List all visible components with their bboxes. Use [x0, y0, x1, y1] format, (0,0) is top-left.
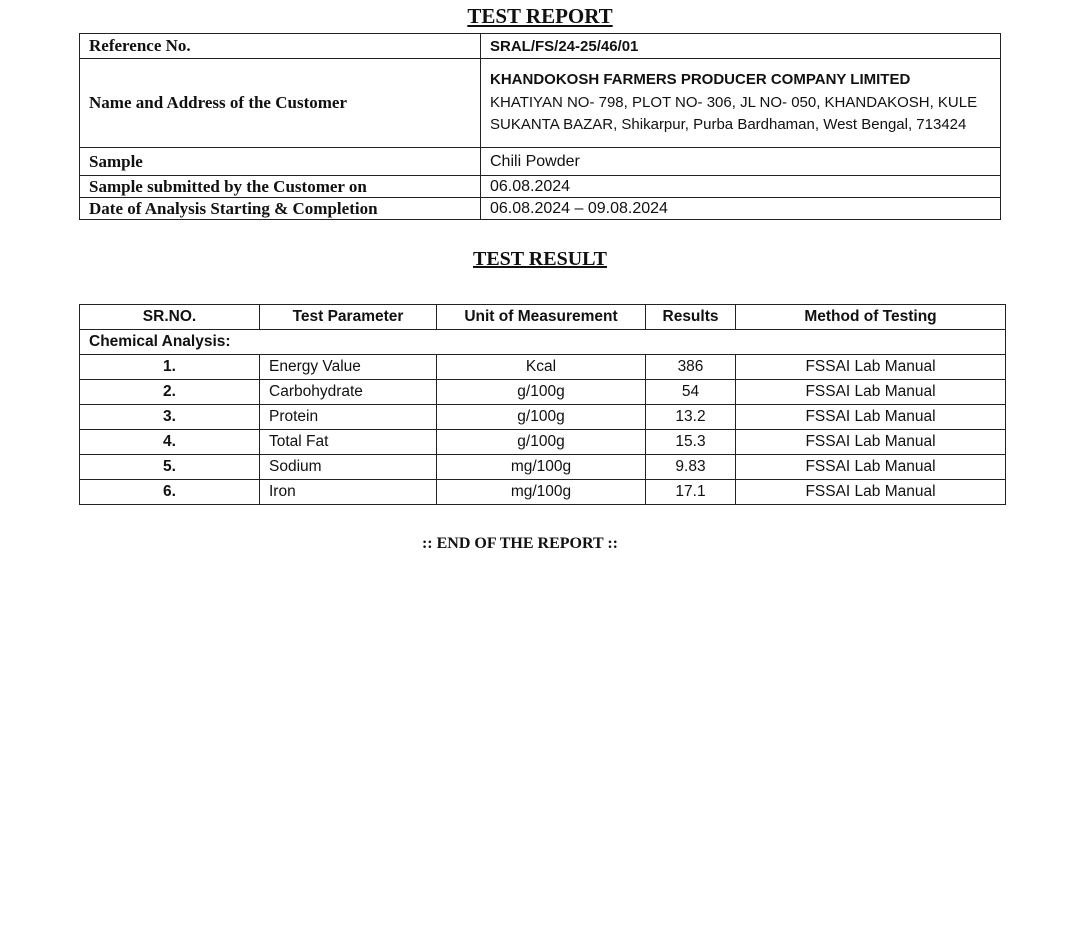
- customer-label: Name and Address of the Customer: [79, 58, 481, 148]
- result: 386: [645, 354, 736, 380]
- results-table: SR.NO. Test Parameter Unit of Measuremen…: [79, 304, 1006, 505]
- sr-no: 2.: [79, 379, 260, 405]
- reference-value: SRAL/FS/24-25/46/01: [480, 33, 1001, 59]
- sr-no: 5.: [79, 454, 260, 480]
- test-parameter: Iron: [259, 479, 437, 505]
- sr-no: 4.: [79, 429, 260, 455]
- result: 54: [645, 379, 736, 405]
- result: 13.2: [645, 404, 736, 430]
- result: 9.83: [645, 454, 736, 480]
- submitted-value: 06.08.2024: [480, 175, 1001, 198]
- method: FSSAI Lab Manual: [735, 429, 1006, 455]
- table-row: 2. Carbohydrate g/100g 54 FSSAI Lab Manual: [79, 379, 1006, 405]
- unit: mg/100g: [436, 479, 646, 505]
- customer-name: KHANDOKOSH FARMERS PRODUCER COMPANY LIMI…: [490, 71, 911, 89]
- unit: mg/100g: [436, 454, 646, 480]
- unit: g/100g: [436, 429, 646, 455]
- section-row: Chemical Analysis:: [79, 329, 1006, 355]
- test-parameter: Energy Value: [259, 354, 437, 380]
- table-row: 3. Protein g/100g 13.2 FSSAI Lab Manual: [79, 404, 1006, 430]
- end-of-report: :: END OF THE REPORT ::: [421, 535, 619, 552]
- test-parameter: Sodium: [259, 454, 437, 480]
- method: FSSAI Lab Manual: [735, 354, 1006, 380]
- table-row: 4. Total Fat g/100g 15.3 FSSAI Lab Manual: [79, 429, 1006, 455]
- analysis-value: 06.08.2024 – 09.08.2024: [480, 197, 1001, 220]
- unit: g/100g: [436, 404, 646, 430]
- header-unit: Unit of Measurement: [436, 304, 646, 330]
- results-header-row: SR.NO. Test Parameter Unit of Measuremen…: [79, 304, 1006, 330]
- submitted-row: Sample submitted by the Customer on 06.0…: [79, 175, 1001, 198]
- sr-no: 3.: [79, 404, 260, 430]
- method: FSSAI Lab Manual: [735, 479, 1006, 505]
- reference-label: Reference No.: [79, 33, 481, 59]
- header-sr-no: SR.NO.: [79, 304, 260, 330]
- method: FSSAI Lab Manual: [735, 454, 1006, 480]
- result: 15.3: [645, 429, 736, 455]
- table-row: 6. Iron mg/100g 17.1 FSSAI Lab Manual: [79, 479, 1006, 505]
- result: 17.1: [645, 479, 736, 505]
- reference-row: Reference No. SRAL/FS/24-25/46/01: [79, 33, 1001, 59]
- report-info-table: Reference No. SRAL/FS/24-25/46/01 Name a…: [79, 33, 1001, 220]
- report-title: TEST REPORT: [467, 4, 613, 28]
- submitted-label: Sample submitted by the Customer on: [79, 175, 481, 198]
- section-label: Chemical Analysis:: [79, 329, 1006, 355]
- table-row: 1. Energy Value Kcal 386 FSSAI Lab Manual: [79, 354, 1006, 380]
- test-parameter: Carbohydrate: [259, 379, 437, 405]
- test-parameter: Protein: [259, 404, 437, 430]
- header-test-parameter: Test Parameter: [259, 304, 437, 330]
- customer-row: Name and Address of the Customer KHANDOK…: [79, 58, 1001, 148]
- header-method: Method of Testing: [735, 304, 1006, 330]
- analysis-row: Date of Analysis Starting & Completion 0…: [79, 197, 1001, 220]
- table-row: 5. Sodium mg/100g 9.83 FSSAI Lab Manual: [79, 454, 1006, 480]
- analysis-label: Date of Analysis Starting & Completion: [79, 197, 481, 220]
- unit: g/100g: [436, 379, 646, 405]
- sample-value: Chili Powder: [480, 147, 1001, 176]
- sr-no: 6.: [79, 479, 260, 505]
- result-title: TEST RESULT: [473, 248, 607, 270]
- sample-row: Sample Chili Powder: [79, 147, 1001, 176]
- test-parameter: Total Fat: [259, 429, 437, 455]
- header-results: Results: [645, 304, 736, 330]
- method: FSSAI Lab Manual: [735, 379, 1006, 405]
- unit: Kcal: [436, 354, 646, 380]
- sr-no: 1.: [79, 354, 260, 380]
- customer-address: KHATIYAN NO- 798, PLOT NO- 306, JL NO- 0…: [490, 93, 978, 134]
- sample-label: Sample: [79, 147, 481, 176]
- method: FSSAI Lab Manual: [735, 404, 1006, 430]
